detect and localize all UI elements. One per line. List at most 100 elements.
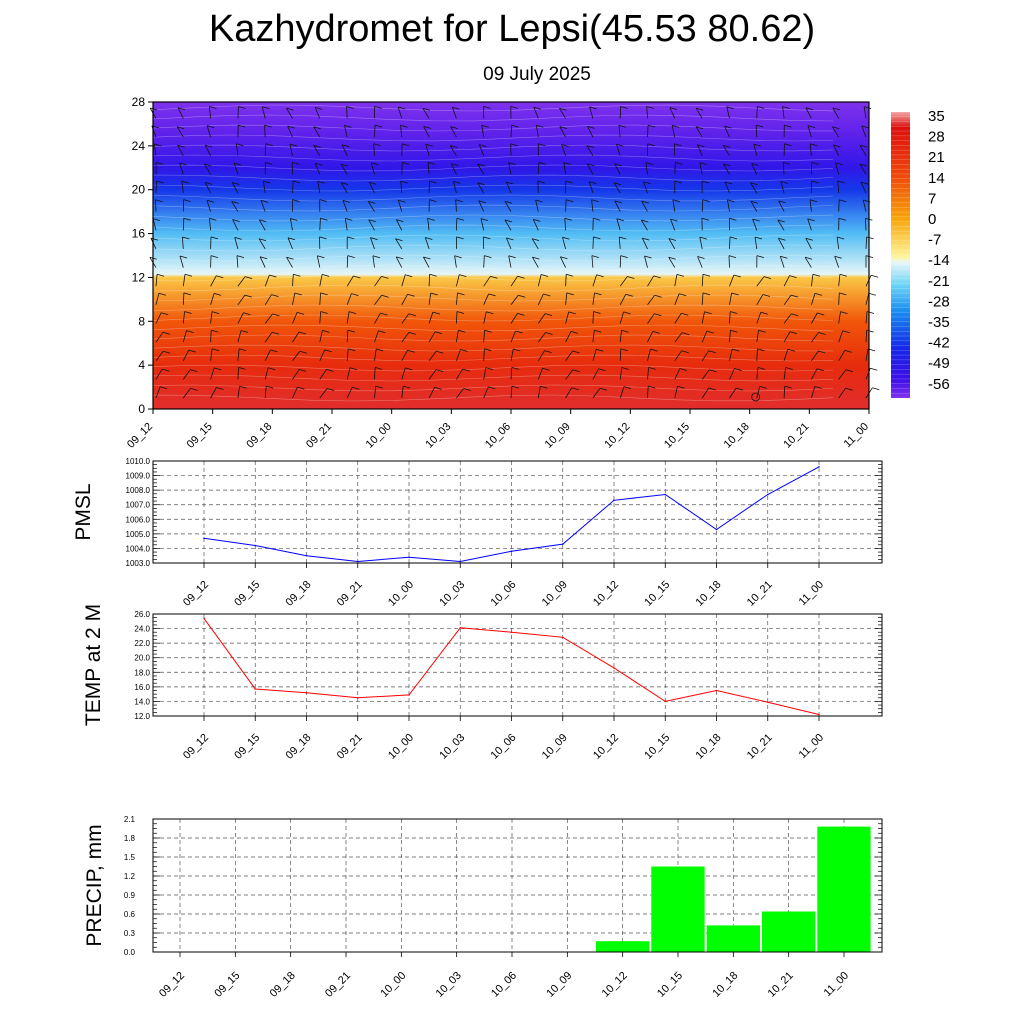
series-point [715,689,718,692]
xtick-label: 09_21 [335,579,365,609]
chart-title: Kazhydromet for Lepsi(45.53 80.62) [208,8,816,50]
series-point [305,554,308,557]
xtick-label: 10_06 [489,732,519,762]
colorbar-label: -42 [928,335,950,352]
heatmap-xtick-label: 10_15 [662,421,692,451]
xtick-label: 10_03 [437,579,467,609]
ytick-label: 0.9 [124,891,136,900]
series-point [562,636,564,639]
ytick-label: 12.0 [134,712,150,721]
panel-frame [152,613,883,717]
xtick-label: 10_09 [540,732,570,762]
ytick-label: 1004.0 [126,544,151,553]
ytick-label: 26.0 [134,610,150,619]
heatmap-ytick-label: 28 [132,95,146,109]
colorbar-divisions [891,116,910,394]
xtick-label: 09_21 [323,970,353,1000]
ytick-label: 24.0 [134,625,150,634]
y-axis-label: PRECIP, mm [83,824,106,946]
chart-subtitle: 09 July 2025 [483,64,591,85]
xtick-label: 10_21 [766,970,796,1000]
heatmap-ytick-label: 8 [138,314,145,328]
series-point [408,694,410,696]
xtick-label: 10_06 [489,579,519,609]
xtick-label: 09_15 [232,732,262,762]
xtick-label: 09_18 [284,732,314,762]
xtick-label: 10_21 [745,579,775,609]
xtick-label: 10_00 [386,579,416,609]
series-point [767,493,769,496]
xtick-label: 10_18 [710,970,740,1000]
xtick-label: 10_00 [378,970,408,1000]
series-point [459,560,462,563]
ytick-label: 1003.0 [126,559,151,568]
colorbar-label: -56 [928,376,950,393]
series-point [254,688,257,690]
heatmap-xtick-label: 09_15 [185,421,215,451]
xtick-label: 09_12 [157,970,187,1000]
ytick-label: 1.8 [124,834,136,843]
series-point [767,701,769,703]
xtick-label: 10_15 [642,579,672,609]
colorbar-label: 21 [928,149,945,166]
heatmap-xtick-label: 10_12 [602,421,632,451]
panel-temp-at-2-m: 12.0 14.0 16.0 18.0 20.0 22.0 24.0 26.0 09_12 09_… [82,604,883,762]
ytick-label: 22.0 [134,639,150,648]
colorbar-label: 7 [928,190,936,207]
wind-barbs [149,106,880,399]
heatmap-ytick-label: 16 [132,227,146,241]
xtick-label: 10_12 [591,732,621,762]
panel-pmsl: 1003.0 1004.0 1005.0 1006.0 1007.0 1008.0 1009… [72,457,883,609]
colorbar-label: -14 [928,252,950,269]
ytick-label: 1.2 [124,872,136,881]
xtick-label: 11_00 [797,732,827,762]
xtick-label: 10_15 [655,970,685,1000]
series-point [510,631,513,633]
ytick-label: 1010.0 [126,457,151,466]
ytick-label: 1009.0 [126,472,151,481]
ytick-label: 0.0 [124,948,136,957]
precip-bar [762,911,816,952]
heatmap-xtick-label: 11_00 [842,421,872,451]
series-point [408,556,410,558]
xtick-label: 10_00 [386,732,416,762]
series-point [459,627,462,629]
colorbar-label: 0 [928,211,936,228]
xtick-label: 09_15 [232,579,262,609]
xtick-label: 10_15 [642,732,672,762]
series-point [613,667,615,669]
series-point [664,493,667,496]
ytick-label: 16.0 [134,683,150,692]
ytick-label: 2.1 [124,815,136,824]
xtick-label: 10_09 [540,579,570,609]
xtick-label: 09_15 [212,970,242,1000]
heatmap-xtick-label: 09_21 [304,421,334,451]
colorbar-label: -35 [928,314,950,331]
xtick-label: 10_12 [600,970,630,1000]
xtick-label: 11_00 [822,970,852,1000]
heatmap-ytick-label: 12 [132,270,146,284]
ytick-label: 14.0 [134,697,150,706]
series-point [203,617,205,620]
colorbar-label: 35 [928,108,945,125]
precip-bar [651,866,705,952]
heatmap-xtick-label: 10_18 [722,421,752,451]
precip-bar [706,925,760,952]
series-point [715,528,718,531]
ytick-label: 0.3 [124,929,136,938]
xtick-label: 10_09 [544,970,574,1000]
colorbar-label: 14 [928,170,945,187]
heatmap-xtick-label: 10_21 [781,421,811,451]
ytick-label: 18.0 [134,668,150,677]
xtick-label: 10_03 [434,970,464,1000]
y-axis-label: PMSL [72,483,95,540]
colorbar [891,112,910,398]
heatmap-xtick-label: 10_03 [423,421,453,451]
heatmap-xtick-label: 10_00 [364,421,394,451]
xtick-label: 09_12 [181,579,211,609]
series-point [664,700,667,703]
heatmap-ytick-label: 20 [132,183,146,197]
colorbar-label: -7 [928,232,941,249]
xtick-label: 10_06 [489,970,519,1000]
